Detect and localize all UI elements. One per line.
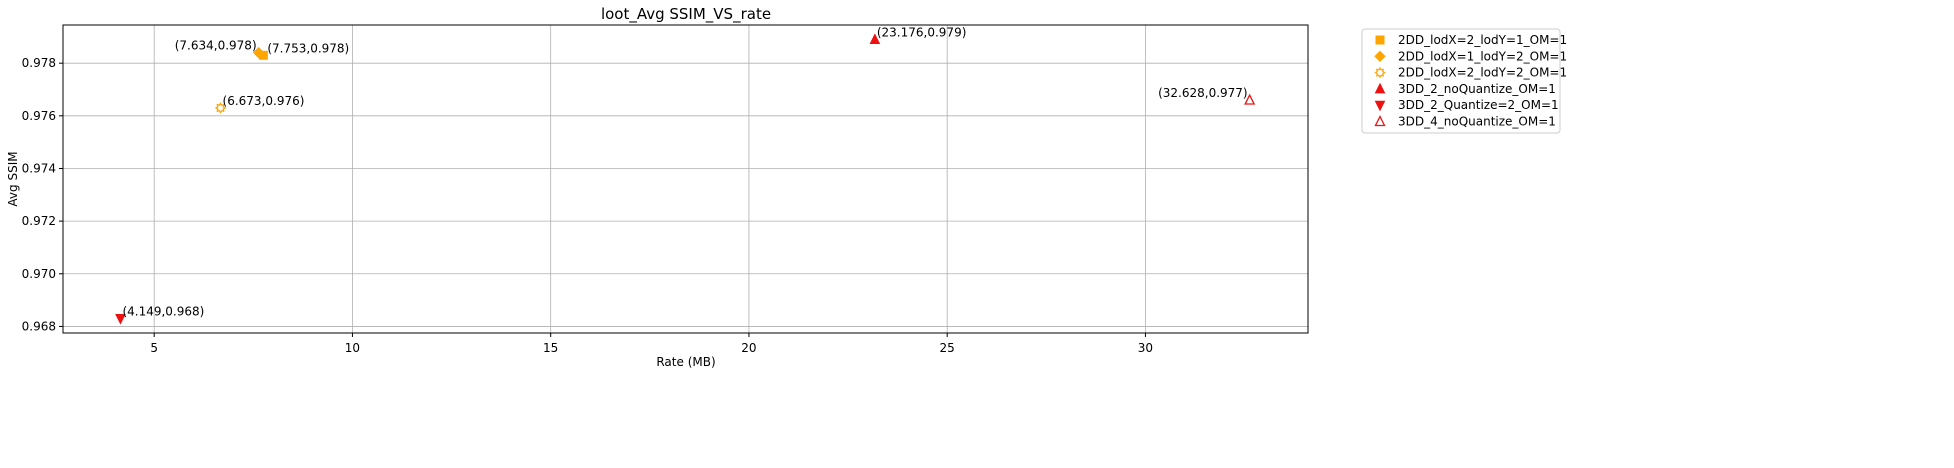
y-tick-label: 0.976 <box>22 109 56 123</box>
y-tick-label: 0.978 <box>22 56 56 70</box>
legend: 2DD_lodX=2_lodY=1_OM=1 2DD_lodX=1_lodY=2_… <box>1361 28 1567 134</box>
x-axis-label: Rate (MB) <box>656 355 715 369</box>
legend-entry: 3DD_2_noQuantize_OM=1 <box>1398 82 1556 96</box>
y-tick-label: 0.972 <box>22 214 56 228</box>
y-axis-label: Avg SSIM <box>6 151 20 206</box>
data-labels: (7.753,0.978) (7.634,0.978) (6.673,0.976) (… <box>122 25 1247 318</box>
legend-marker <box>1374 115 1386 127</box>
x-tick-label: 20 <box>741 341 756 355</box>
data-point <box>214 102 227 114</box>
data-label: (23.176,0.979) <box>877 25 967 39</box>
data-point <box>115 314 126 325</box>
y-axis: 0.968 0.970 0.972 0.974 0.976 0.978 <box>22 56 63 333</box>
data-label: (7.634,0.978) <box>175 39 257 53</box>
data-points <box>115 33 1256 325</box>
x-tick-label: 15 <box>543 341 558 355</box>
legend-marker <box>1374 66 1386 79</box>
y-tick-label: 0.968 <box>22 319 56 333</box>
legend-frame <box>1361 28 1561 134</box>
x-tick-label: 25 <box>940 341 955 355</box>
legend-entry: 2DD_lodX=2_lodY=1_OM=1 <box>1398 33 1567 47</box>
legend-entry: 2DD_lodX=1_lodY=2_OM=1 <box>1398 49 1567 63</box>
x-tick-label: 10 <box>345 341 360 355</box>
data-label: (32.628,0.977) <box>1158 86 1248 100</box>
legend-marker <box>1374 50 1386 63</box>
data-point <box>252 46 265 59</box>
legend-entry: 2DD_lodX=2_lodY=2_OM=1 <box>1398 66 1567 80</box>
x-tick-label: 5 <box>150 341 158 355</box>
data-label: (4.149,0.968) <box>122 305 204 319</box>
legend-marker <box>1374 82 1386 94</box>
y-tick-label: 0.970 <box>22 267 56 281</box>
legend-entry: 3DD_2_Quantize=2_OM=1 <box>1398 98 1559 112</box>
y-tick-label: 0.974 <box>22 161 56 175</box>
legend-entry: 3DD_4_noQuantize_OM=1 <box>1398 115 1556 129</box>
legend-marker <box>1375 35 1385 45</box>
legend-marker <box>1374 100 1386 112</box>
data-point <box>869 33 881 44</box>
x-axis: 5 10 15 20 25 30 <box>150 333 1153 355</box>
data-label: (7.753,0.978) <box>267 41 349 55</box>
plot-area-frame <box>62 24 1309 334</box>
chart-title: loot_Avg SSIM_VS_rate <box>601 5 771 24</box>
x-tick-label: 30 <box>1138 341 1153 355</box>
grid <box>63 25 1308 333</box>
data-point <box>1244 93 1256 105</box>
data-label: (6.673,0.976) <box>223 94 305 108</box>
